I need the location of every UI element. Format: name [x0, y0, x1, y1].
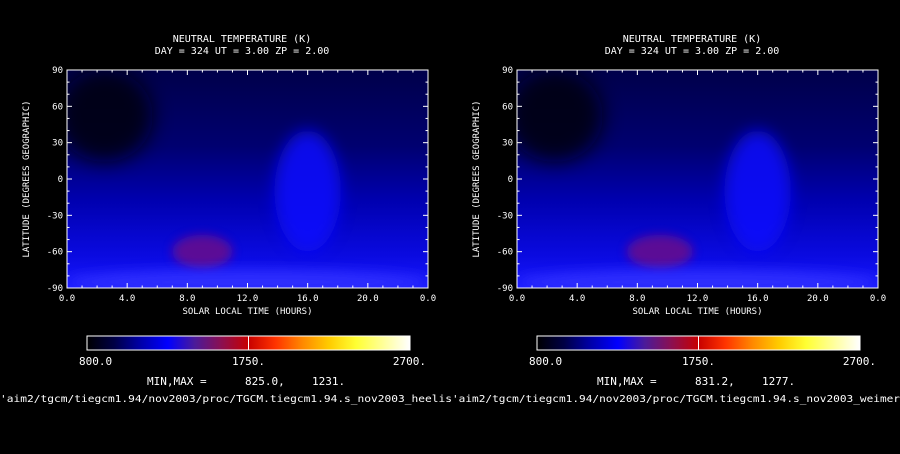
y-tick-label: 30: [52, 139, 63, 149]
x-tick-label: 8.0: [629, 294, 645, 304]
x-tick-label: 8.0: [179, 294, 195, 304]
x-tick-label: 20.0: [807, 294, 829, 304]
x-axis-label: SOLAR LOCAL TIME (HOURS): [182, 307, 312, 317]
y-tick-label: -60: [47, 248, 63, 258]
max-value: 1277.: [762, 375, 795, 388]
x-tick-label: 4.0: [569, 294, 585, 304]
chart-title: NEUTRAL TEMPERATURE (K): [173, 34, 311, 45]
y-tick-label: -90: [47, 284, 63, 294]
x-tick-label: 12.0: [237, 294, 259, 304]
heatmap-field: [67, 70, 428, 288]
x-tick-label: 0.0: [870, 294, 886, 304]
y-tick-label: 0: [58, 175, 63, 185]
y-tick-label: 0: [508, 175, 513, 185]
heatmap-feature: [274, 130, 341, 252]
minmax-label: MIN,MAX =: [147, 375, 207, 388]
heatmap-field: [517, 70, 878, 288]
colorbar-min-label: 800.0: [79, 355, 112, 368]
panel-1: NEUTRAL TEMPERATURE (K)DAY = 324 UT = 3.…: [22, 34, 436, 388]
y-tick-label: 60: [52, 102, 63, 112]
colorbar-min-label: 800.0: [529, 355, 562, 368]
colorbar-max-label: 2700.: [393, 355, 426, 368]
x-axis-label: SOLAR LOCAL TIME (HOURS): [632, 307, 762, 317]
heatmap-feature: [67, 269, 428, 288]
heatmap-feature: [67, 70, 153, 163]
y-axis-label: LATITUDE (DEGREES GEOGRAPHIC): [22, 100, 32, 257]
colorbar-mid-label: 1750.: [682, 355, 715, 368]
x-tick-label: 20.0: [357, 294, 379, 304]
y-tick-label: -60: [497, 248, 513, 258]
heatmap-feature: [172, 234, 233, 269]
min-value: 825.0,: [245, 375, 285, 388]
x-tick-label: 0.0: [509, 294, 525, 304]
heatmap-feature: [626, 234, 693, 269]
heatmap-feature: [517, 70, 603, 163]
chart-subtitle: DAY = 324 UT = 3.00 ZP = 2.00: [155, 46, 330, 57]
heatmap-feature: [724, 130, 791, 252]
y-tick-label: 90: [52, 66, 63, 76]
x-tick-label: 0.0: [59, 294, 75, 304]
y-tick-label: 30: [502, 139, 513, 149]
y-tick-label: -30: [47, 211, 63, 221]
colorbar-mid-label: 1750.: [232, 355, 265, 368]
chart-title: NEUTRAL TEMPERATURE (K): [623, 34, 761, 45]
heatmap-feature: [517, 269, 878, 288]
y-tick-label: -90: [497, 284, 513, 294]
y-tick-label: 60: [502, 102, 513, 112]
y-tick-label: -30: [497, 211, 513, 221]
file-path-left: 'aim2/tgcm/tiegcm1.94/nov2003/proc/TGCM.…: [0, 394, 452, 405]
x-tick-label: 16.0: [297, 294, 319, 304]
x-tick-label: 0.0: [420, 294, 436, 304]
chart-subtitle: DAY = 324 UT = 3.00 ZP = 2.00: [605, 46, 780, 57]
x-tick-label: 4.0: [119, 294, 135, 304]
minmax-label: MIN,MAX =: [597, 375, 657, 388]
y-tick-label: 90: [502, 66, 513, 76]
file-path-right: 'aim2/tgcm/tiegcm1.94/nov2003/proc/TGCM.…: [452, 394, 900, 405]
panel-2: NEUTRAL TEMPERATURE (K)DAY = 324 UT = 3.…: [472, 34, 886, 388]
x-tick-label: 12.0: [687, 294, 709, 304]
x-tick-label: 16.0: [747, 294, 769, 304]
colorbar-max-label: 2700.: [843, 355, 876, 368]
y-axis-label: LATITUDE (DEGREES GEOGRAPHIC): [472, 100, 482, 257]
max-value: 1231.: [312, 375, 345, 388]
min-value: 831.2,: [695, 375, 735, 388]
